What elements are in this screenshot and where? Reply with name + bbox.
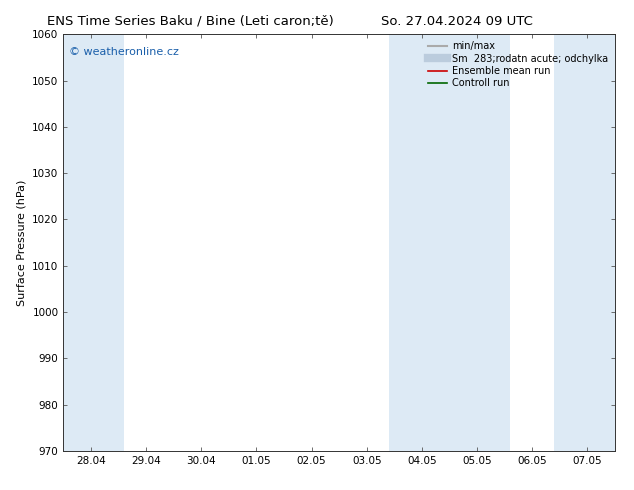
Bar bbox=[63, 34, 124, 451]
Bar bbox=[389, 34, 510, 451]
Legend: min/max, Sm  283;rodatn acute; odchylka, Ensemble mean run, Controll run: min/max, Sm 283;rodatn acute; odchylka, … bbox=[424, 37, 612, 92]
Text: ENS Time Series Baku / Bine (Leti caron;tě): ENS Time Series Baku / Bine (Leti caron;… bbox=[47, 15, 333, 28]
Y-axis label: Surface Pressure (hPa): Surface Pressure (hPa) bbox=[16, 179, 27, 306]
Bar bbox=[554, 34, 615, 451]
Text: © weatheronline.cz: © weatheronline.cz bbox=[69, 47, 179, 57]
Text: So. 27.04.2024 09 UTC: So. 27.04.2024 09 UTC bbox=[380, 15, 533, 28]
